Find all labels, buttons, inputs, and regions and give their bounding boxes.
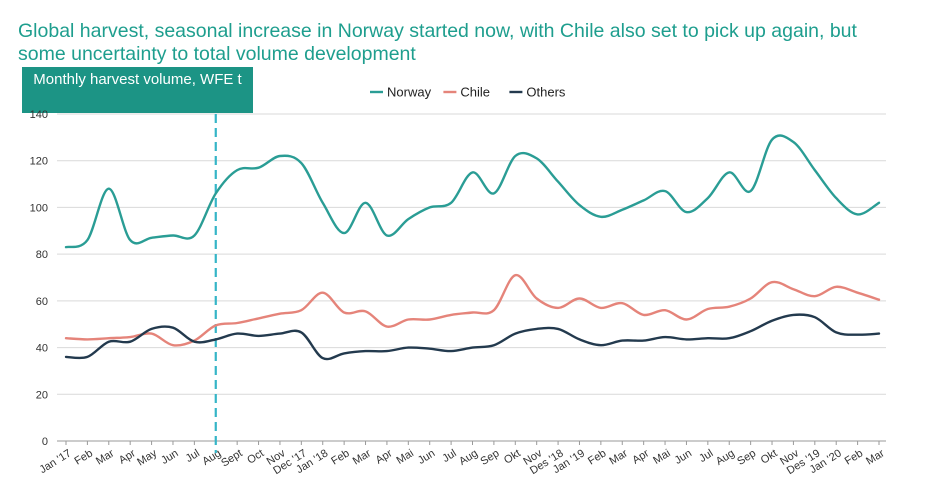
x-tick-label: Apr [630, 447, 651, 466]
x-tick-label: Jul [440, 447, 458, 465]
chart-title: Global harvest, seasonal increase in Nor… [18, 20, 857, 65]
x-tick-label: Aug [457, 447, 480, 468]
x-tick-label: Aug [714, 447, 737, 468]
series-line-chile [64, 273, 881, 347]
legend-label-others: Others [526, 85, 566, 100]
x-tick-label: Aug [200, 447, 223, 468]
x-tick-label: Sept [219, 447, 245, 469]
legend-label-chile: Chile [460, 85, 490, 100]
x-tick-label: Feb [586, 447, 608, 467]
x-tick-label: Feb [329, 447, 351, 467]
x-tick-label: Feb [843, 447, 865, 467]
x-tick-label: Jun [673, 447, 694, 467]
x-tick-label: Oct [245, 447, 266, 466]
x-tick-label: Mar [864, 447, 887, 467]
x-tick-label: Sep [735, 447, 758, 468]
x-tick-label: Mai [395, 447, 416, 467]
x-tick-label: Mar [94, 447, 117, 467]
x-tick-label: Jul [184, 447, 202, 465]
x-tick-label: May [135, 447, 159, 468]
y-tick-label: 100 [30, 202, 48, 214]
y-tick-label: 0 [42, 436, 48, 448]
y-tick-label: 60 [36, 296, 48, 308]
series-line-others [64, 313, 881, 361]
subtitle-box: Monthly harvest volume, WFE t [22, 67, 253, 113]
x-tick-label: Jul [697, 447, 715, 465]
x-tick-label: Mai [651, 447, 672, 467]
x-tick-label: Okt [759, 447, 780, 466]
series-line-norway [64, 134, 881, 249]
y-tick-label: 20 [36, 389, 48, 401]
x-tick-label: Mar [607, 447, 630, 467]
x-tick-label: Mar [351, 447, 374, 467]
legend-label-norway: Norway [387, 85, 432, 100]
x-tick-label: Feb [73, 447, 95, 467]
x-tick-label: Okt [502, 447, 523, 466]
x-tick-label: Jun [416, 447, 437, 467]
y-tick-label: 120 [30, 156, 48, 168]
y-tick-label: 140 [30, 109, 48, 121]
x-tick-label: Jan '17 [37, 447, 73, 476]
x-tick-label: Apr [117, 447, 138, 466]
x-tick-label: Sep [479, 447, 502, 468]
x-tick-label: Jun [159, 447, 180, 467]
y-tick-label: 80 [36, 249, 48, 261]
x-tick-label: Apr [374, 447, 395, 466]
y-tick-label: 40 [36, 343, 48, 355]
